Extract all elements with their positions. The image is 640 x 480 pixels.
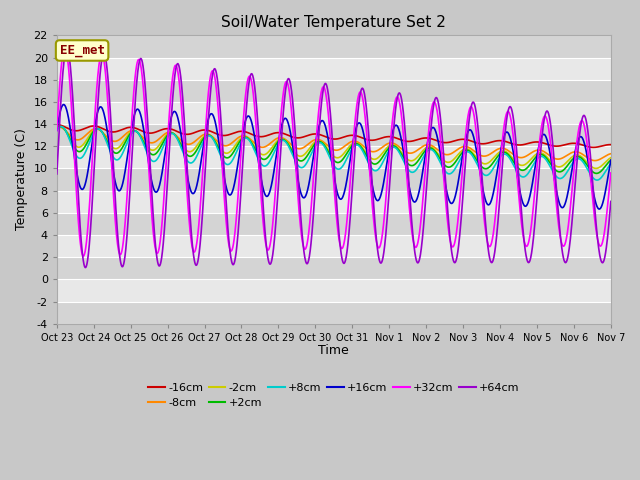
Legend: -16cm, -8cm, -2cm, +2cm, +8cm, +16cm, +32cm, +64cm: -16cm, -8cm, -2cm, +2cm, +8cm, +16cm, +3… [144, 378, 524, 413]
Bar [57, 168, 611, 191]
Bar [57, 58, 611, 80]
Y-axis label: Temperature (C): Temperature (C) [15, 129, 28, 230]
Bar [57, 80, 611, 102]
Text: EE_met: EE_met [60, 44, 104, 57]
Bar [57, 36, 611, 58]
Bar [57, 191, 611, 213]
Title: Soil/Water Temperature Set 2: Soil/Water Temperature Set 2 [221, 15, 446, 30]
X-axis label: Time: Time [319, 344, 349, 357]
Bar [57, 146, 611, 168]
Bar [57, 235, 611, 257]
Bar [57, 124, 611, 146]
Bar [57, 301, 611, 324]
Bar [57, 279, 611, 301]
Bar [57, 213, 611, 235]
Bar [57, 257, 611, 279]
Bar [57, 102, 611, 124]
